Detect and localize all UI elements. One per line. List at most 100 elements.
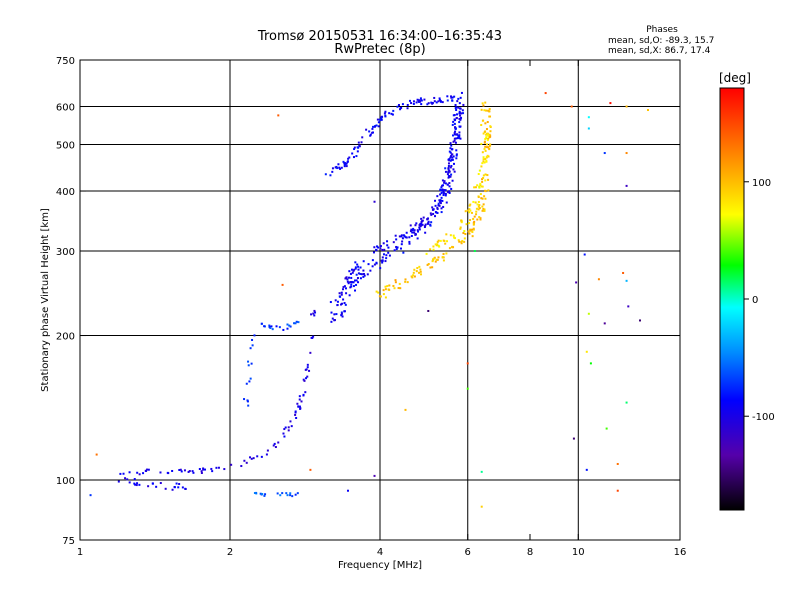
- x-mode-point: [431, 266, 434, 269]
- o-mode-point: [455, 106, 458, 109]
- x-mode-point: [484, 149, 487, 152]
- o-mode-point: [462, 112, 465, 115]
- o-mode-point: [260, 455, 263, 458]
- o-mode-point: [355, 155, 358, 158]
- o-mode-point: [133, 478, 136, 481]
- o-mode-point: [126, 478, 129, 481]
- x-mode-point: [448, 247, 451, 250]
- x-mode-point: [485, 109, 488, 112]
- o-mode-point: [245, 461, 248, 464]
- o-mode-point: [300, 400, 303, 403]
- o-mode-point: [343, 165, 346, 168]
- x-mode-point: [425, 252, 428, 255]
- o-mode-point: [420, 220, 423, 223]
- o-mode-point: [336, 300, 339, 303]
- o-mode-point: [210, 467, 213, 470]
- o-mode-point: [447, 191, 450, 194]
- scatter-point: [646, 109, 649, 112]
- x-mode-point: [484, 130, 487, 133]
- o-mode-point: [223, 468, 226, 471]
- x-tick-label: 2: [227, 547, 233, 558]
- o-mode-point: [287, 429, 290, 432]
- x-mode-point: [486, 174, 489, 177]
- o-mode-point: [454, 119, 457, 122]
- o-mode-point: [426, 103, 429, 106]
- o-mode-point: [424, 225, 427, 228]
- o-mode-point: [133, 482, 136, 485]
- x-mode-point: [413, 268, 416, 271]
- x-mode-point: [483, 141, 486, 144]
- o-mode-point: [401, 237, 404, 240]
- o-mode-point: [450, 95, 453, 98]
- o-mode-point: [353, 279, 356, 282]
- o-mode-point: [458, 121, 461, 124]
- o-mode-point: [340, 291, 343, 294]
- x-mode-point: [384, 288, 387, 291]
- o-mode-point: [444, 170, 447, 173]
- x-mode-point: [429, 266, 432, 269]
- o-mode-point: [451, 156, 454, 159]
- x-mode-point: [435, 244, 438, 247]
- x-mode-point: [488, 145, 491, 148]
- o-mode-point: [202, 468, 205, 471]
- o-mode-point: [455, 153, 458, 156]
- x-mode-point: [412, 271, 415, 274]
- o-mode-point: [147, 468, 150, 471]
- x-mode-point: [480, 185, 483, 188]
- o-mode-point: [369, 134, 372, 137]
- x-mode-point: [470, 211, 473, 214]
- o-mode-point: [436, 207, 439, 210]
- o-mode-point: [283, 435, 286, 438]
- o-mode-point: [331, 167, 334, 170]
- x-mode-point: [484, 101, 487, 104]
- o-mode-point: [349, 272, 352, 275]
- x-mode-point: [484, 190, 487, 193]
- o-mode-point: [416, 237, 419, 240]
- x-mode-point: [484, 137, 487, 140]
- o-mode-point: [433, 96, 436, 99]
- o-mode-point: [434, 215, 437, 218]
- o-mode-point: [350, 283, 353, 286]
- x-mode-point: [486, 139, 489, 142]
- o-mode-point: [459, 111, 462, 114]
- o-mode-point: [436, 206, 439, 209]
- x-mode-point: [441, 256, 444, 259]
- o-mode-point: [344, 303, 347, 306]
- o-mode-point: [458, 102, 461, 105]
- o-mode-point: [248, 380, 251, 383]
- o-mode-point: [448, 190, 451, 193]
- x-mode-point: [449, 234, 452, 237]
- o-mode-point: [453, 133, 456, 136]
- x-mode-point: [379, 295, 382, 298]
- o-mode-point: [356, 277, 359, 280]
- o-mode-point: [366, 273, 369, 276]
- x-mode-point: [468, 208, 471, 211]
- x-mode-point: [442, 259, 445, 262]
- o-mode-point: [451, 99, 454, 102]
- o-mode-point: [278, 326, 281, 329]
- colorbar-tick-label: -100: [752, 412, 775, 423]
- o-mode-point: [128, 471, 131, 474]
- o-mode-point: [420, 99, 423, 102]
- y-tick-label: 100: [56, 476, 75, 487]
- scatter-point: [639, 319, 642, 322]
- o-mode-point: [200, 470, 203, 473]
- o-mode-point: [399, 247, 402, 250]
- x-mode-point: [479, 182, 482, 185]
- x-mode-point: [481, 151, 484, 154]
- o-mode-point: [409, 99, 412, 102]
- x-mode-point: [472, 217, 475, 220]
- x-mode-point: [485, 159, 488, 162]
- o-mode-point: [439, 188, 442, 191]
- x-mode-point: [473, 220, 476, 223]
- o-mode-point: [388, 112, 391, 115]
- o-mode-point: [451, 123, 454, 126]
- x-mode-point: [436, 258, 439, 261]
- o-mode-point: [441, 188, 444, 191]
- o-mode-point: [312, 312, 315, 315]
- o-mode-point: [249, 456, 252, 459]
- o-mode-point: [398, 235, 401, 238]
- o-mode-point: [373, 246, 376, 249]
- o-mode-point: [440, 186, 443, 189]
- x-mode-point: [442, 253, 445, 256]
